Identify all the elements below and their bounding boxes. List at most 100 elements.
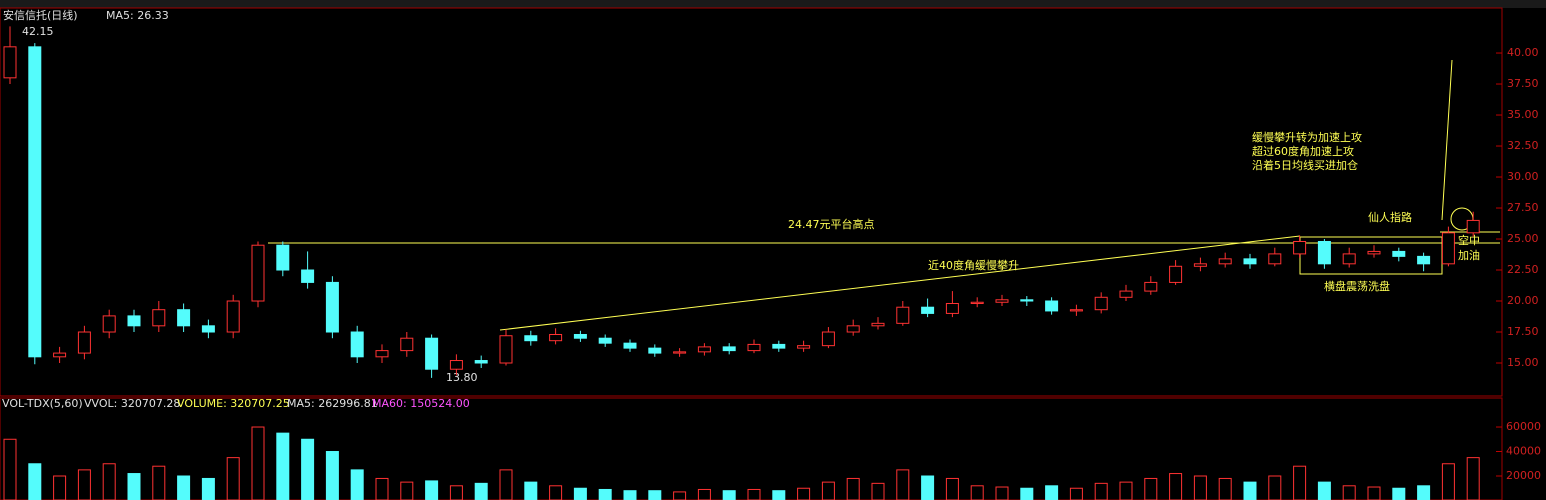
annotation: 横盘震荡洗盘	[1324, 279, 1390, 293]
y-tick-label: 17.50	[1507, 325, 1539, 338]
volume-bar	[549, 485, 563, 500]
ma5-label: MA5: 26.33	[106, 9, 169, 22]
price-panel	[0, 7, 1503, 397]
candle-body	[797, 345, 811, 349]
y-tick-label: 40.00	[1507, 46, 1539, 59]
volume-bar	[1317, 481, 1331, 500]
volume-bar	[375, 477, 389, 500]
annotation: 空中	[1458, 233, 1480, 247]
volume-bar	[400, 481, 414, 500]
volume-bar	[573, 487, 587, 500]
candle-body	[623, 342, 637, 349]
volume-bar	[177, 475, 191, 500]
candle-body	[1466, 219, 1480, 234]
y-tick-label: 22.50	[1507, 263, 1539, 276]
arrow-line	[1441, 59, 1453, 221]
volume-bar	[350, 469, 364, 500]
top-bar	[0, 0, 1546, 8]
volume-bar	[474, 482, 488, 500]
volume-bar	[1243, 481, 1257, 500]
volume-bar	[623, 490, 637, 500]
candle-body	[152, 309, 166, 327]
candle-body	[1441, 232, 1455, 265]
candle-body	[1392, 250, 1406, 257]
candle-body	[1119, 290, 1133, 298]
annotation: 24.47元平台高点	[788, 217, 875, 231]
candle-body	[1094, 296, 1108, 311]
candle-body	[226, 300, 240, 333]
volume-bar	[747, 488, 761, 500]
candle-body	[499, 335, 513, 364]
candle-body	[276, 244, 290, 271]
volume-bar	[871, 482, 885, 500]
volume-panel	[0, 397, 1503, 500]
volume-bar	[301, 438, 315, 500]
y-tick-label: 25.00	[1507, 232, 1539, 245]
candle-body	[449, 360, 463, 370]
volume-bar	[226, 457, 240, 500]
candle-body	[1243, 258, 1257, 265]
volume-bar	[276, 432, 290, 500]
annotation: 超过60度角加速上攻	[1252, 144, 1354, 158]
candle-body	[1020, 299, 1034, 302]
y-tick-label: 37.50	[1507, 77, 1539, 90]
candle-body	[400, 337, 414, 352]
volume-bar	[1020, 487, 1034, 500]
volume-bar	[127, 473, 141, 500]
candle-body	[301, 269, 315, 283]
candle-body	[772, 343, 786, 349]
volume-bar	[201, 477, 215, 500]
volume-bar	[1144, 477, 1158, 500]
volume-bar	[697, 488, 711, 500]
volume-bar	[945, 477, 959, 500]
candle-body	[921, 306, 935, 314]
y-tick-label: 60000	[1506, 420, 1541, 433]
volume-bar	[673, 491, 687, 500]
candle-body	[251, 244, 265, 302]
volume-bar	[598, 488, 612, 500]
candle-body	[1367, 250, 1381, 255]
annotation: 仙人指路	[1368, 210, 1412, 224]
volume-bar	[524, 481, 538, 500]
candle-body	[896, 306, 910, 324]
volume-bar	[1119, 481, 1133, 500]
candle-body	[53, 352, 67, 358]
volume-bar	[1466, 457, 1480, 500]
volume-bar	[449, 485, 463, 500]
vol-legend: VOLUME: 320707.25	[177, 397, 290, 410]
y-tick-label: 27.50	[1507, 201, 1539, 214]
volume-bar	[1342, 485, 1356, 500]
candle-body	[325, 281, 339, 333]
candle-body	[1069, 309, 1083, 312]
candle-body	[648, 347, 662, 354]
candle-body	[1218, 258, 1232, 265]
candle-body	[549, 333, 563, 342]
volume-bar	[896, 469, 910, 500]
volume-bar	[970, 485, 984, 500]
candle-body	[747, 343, 761, 352]
y-tick-label: 32.50	[1507, 139, 1539, 152]
volume-bar	[846, 477, 860, 500]
volume-bar	[1169, 473, 1183, 500]
volume-bar	[1268, 475, 1282, 500]
candle-body	[1169, 265, 1183, 283]
annotation: 近40度角缓慢攀升	[928, 258, 1019, 272]
annotation: 沿着5日均线买进加仓	[1252, 158, 1358, 172]
candle-body	[970, 301, 984, 304]
candle-body	[524, 335, 538, 342]
volume-bar	[1293, 465, 1307, 500]
volume-bar	[1069, 487, 1083, 500]
candle-body	[1268, 253, 1282, 265]
candle-body	[846, 325, 860, 333]
y-tick-label: 15.00	[1507, 356, 1539, 369]
volume-bar	[1367, 486, 1381, 500]
y-tick-label: 20.00	[1507, 294, 1539, 307]
candle-body	[995, 299, 1009, 303]
chart-title: 安信信托(日线)	[3, 8, 78, 22]
candle-body	[871, 322, 885, 327]
candle-body	[1317, 240, 1331, 265]
volume-bar	[1094, 482, 1108, 500]
volume-bar	[995, 486, 1009, 500]
high-label: 42.15	[22, 25, 54, 38]
